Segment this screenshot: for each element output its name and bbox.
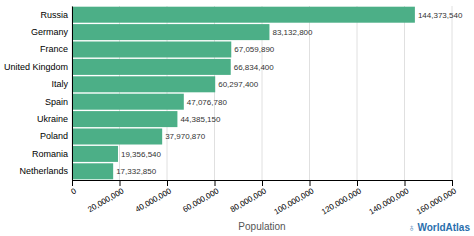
- x-tick: 120,000,000: [320, 180, 364, 216]
- y-tick-label: Russia: [40, 10, 68, 20]
- y-tick: Ukraine: [37, 114, 72, 124]
- annotation: WorldAtlas: [417, 222, 470, 233]
- x-tick: 140,000,000: [367, 180, 411, 216]
- bar: [72, 7, 415, 23]
- x-tick-label: 80,000,000: [229, 186, 269, 214]
- grid-line: [72, 6, 73, 180]
- data-label: 19,356,540: [121, 150, 162, 159]
- y-tick-label: Spain: [45, 97, 68, 107]
- y-tick: Romania: [32, 149, 72, 159]
- bar: [72, 128, 162, 144]
- grid-line: [452, 6, 453, 180]
- y-tick: Spain: [45, 97, 72, 107]
- bar: [72, 111, 177, 127]
- chart: 0 20,000,000 40,000,00060,000,000 80,000,00…: [0, 0, 474, 236]
- grid: [72, 6, 452, 180]
- y-tick: Poland: [40, 131, 72, 141]
- bar: [72, 59, 231, 75]
- y-tick: Netherlands: [19, 166, 72, 176]
- y-axis-line: [72, 7, 73, 181]
- bar: [72, 24, 269, 40]
- x-tick-mark: [357, 180, 358, 186]
- plot: 0 20,000,000 40,000,00060,000,000 80,000,00…: [4, 6, 463, 216]
- y-tick: France: [40, 44, 72, 54]
- y-tick-label: Netherlands: [19, 166, 68, 176]
- x-tick-label: 100,000,000: [272, 186, 316, 216]
- y-tick: Germany: [31, 27, 72, 37]
- x-tick-label: 40,000,000: [134, 186, 174, 214]
- y-tick-label: Ukraine: [37, 114, 68, 124]
- bar: [72, 146, 118, 162]
- x-tick: 20,000,000: [86, 180, 126, 214]
- x-tick: 60,000,000: [181, 180, 221, 214]
- data-label: 67,059,890: [234, 45, 275, 54]
- grid-line: [404, 6, 405, 180]
- x-tick-label: 60,000,000: [181, 186, 221, 214]
- x-tick-mark: [215, 180, 216, 186]
- x-tick-mark: [120, 180, 121, 186]
- data-label: 144,373,540: [418, 11, 463, 20]
- x-tick-mark: [72, 180, 73, 186]
- y-tick-label: United Kingdom: [4, 62, 68, 72]
- data-labels: 144,373,540 83,132,800 67,059,890 66,834,40…: [116, 11, 463, 177]
- data-label: 44,385,150: [180, 115, 221, 124]
- y-tick-label: Poland: [40, 131, 68, 141]
- x-label: Population: [238, 221, 285, 232]
- x-tick: 0: [70, 180, 79, 196]
- y-tick-label: Germany: [31, 27, 69, 37]
- x-tick-label: 160,000,000: [415, 186, 459, 216]
- x-tick-mark: [310, 180, 311, 186]
- bar: [72, 76, 215, 92]
- x-tick-mark: [167, 180, 168, 186]
- x-tick-label: 140,000,000: [367, 186, 411, 216]
- x-tick: 40,000,000: [134, 180, 174, 214]
- data-label: 83,132,800: [272, 28, 313, 37]
- x-tick: 160,000,000: [415, 180, 459, 216]
- x-axis-line: [73, 181, 453, 187]
- annotation: ♁: [408, 222, 416, 233]
- y-tick-label: Italy: [51, 79, 68, 89]
- x-tick-label: 20,000,000: [86, 186, 126, 214]
- y-tick-label: France: [40, 44, 68, 54]
- x-tick-mark: [405, 180, 406, 186]
- y-axis: Russia Germany France United Kingdom Italy Sp…: [4, 7, 73, 181]
- bar: [72, 94, 184, 110]
- x-tick-label: 0: [70, 186, 79, 196]
- data-label: 60,297,400: [218, 80, 259, 89]
- data-label: 37,970,870: [165, 132, 206, 141]
- y-tick-label: Romania: [32, 149, 68, 159]
- bars: [72, 7, 415, 180]
- data-label: 66,834,400: [234, 63, 275, 72]
- x-tick-mark: [262, 180, 263, 186]
- data-label: 47,076,780: [187, 98, 228, 107]
- data-label: 17,332,850: [116, 167, 157, 176]
- y-tick: United Kingdom: [4, 62, 72, 72]
- grid-line: [357, 6, 358, 180]
- x-tick: 100,000,000: [272, 180, 316, 216]
- x-tick-label: 120,000,000: [320, 186, 364, 216]
- bar: [72, 41, 231, 57]
- x-tick: 80,000,000: [229, 180, 269, 214]
- y-tick: Italy: [51, 79, 72, 89]
- x-tick-mark: [452, 180, 453, 186]
- bar: [72, 163, 113, 179]
- y-tick: Russia: [40, 10, 72, 20]
- x-axis: 0 20,000,000 40,000,00060,000,000 80,000,00…: [70, 180, 459, 216]
